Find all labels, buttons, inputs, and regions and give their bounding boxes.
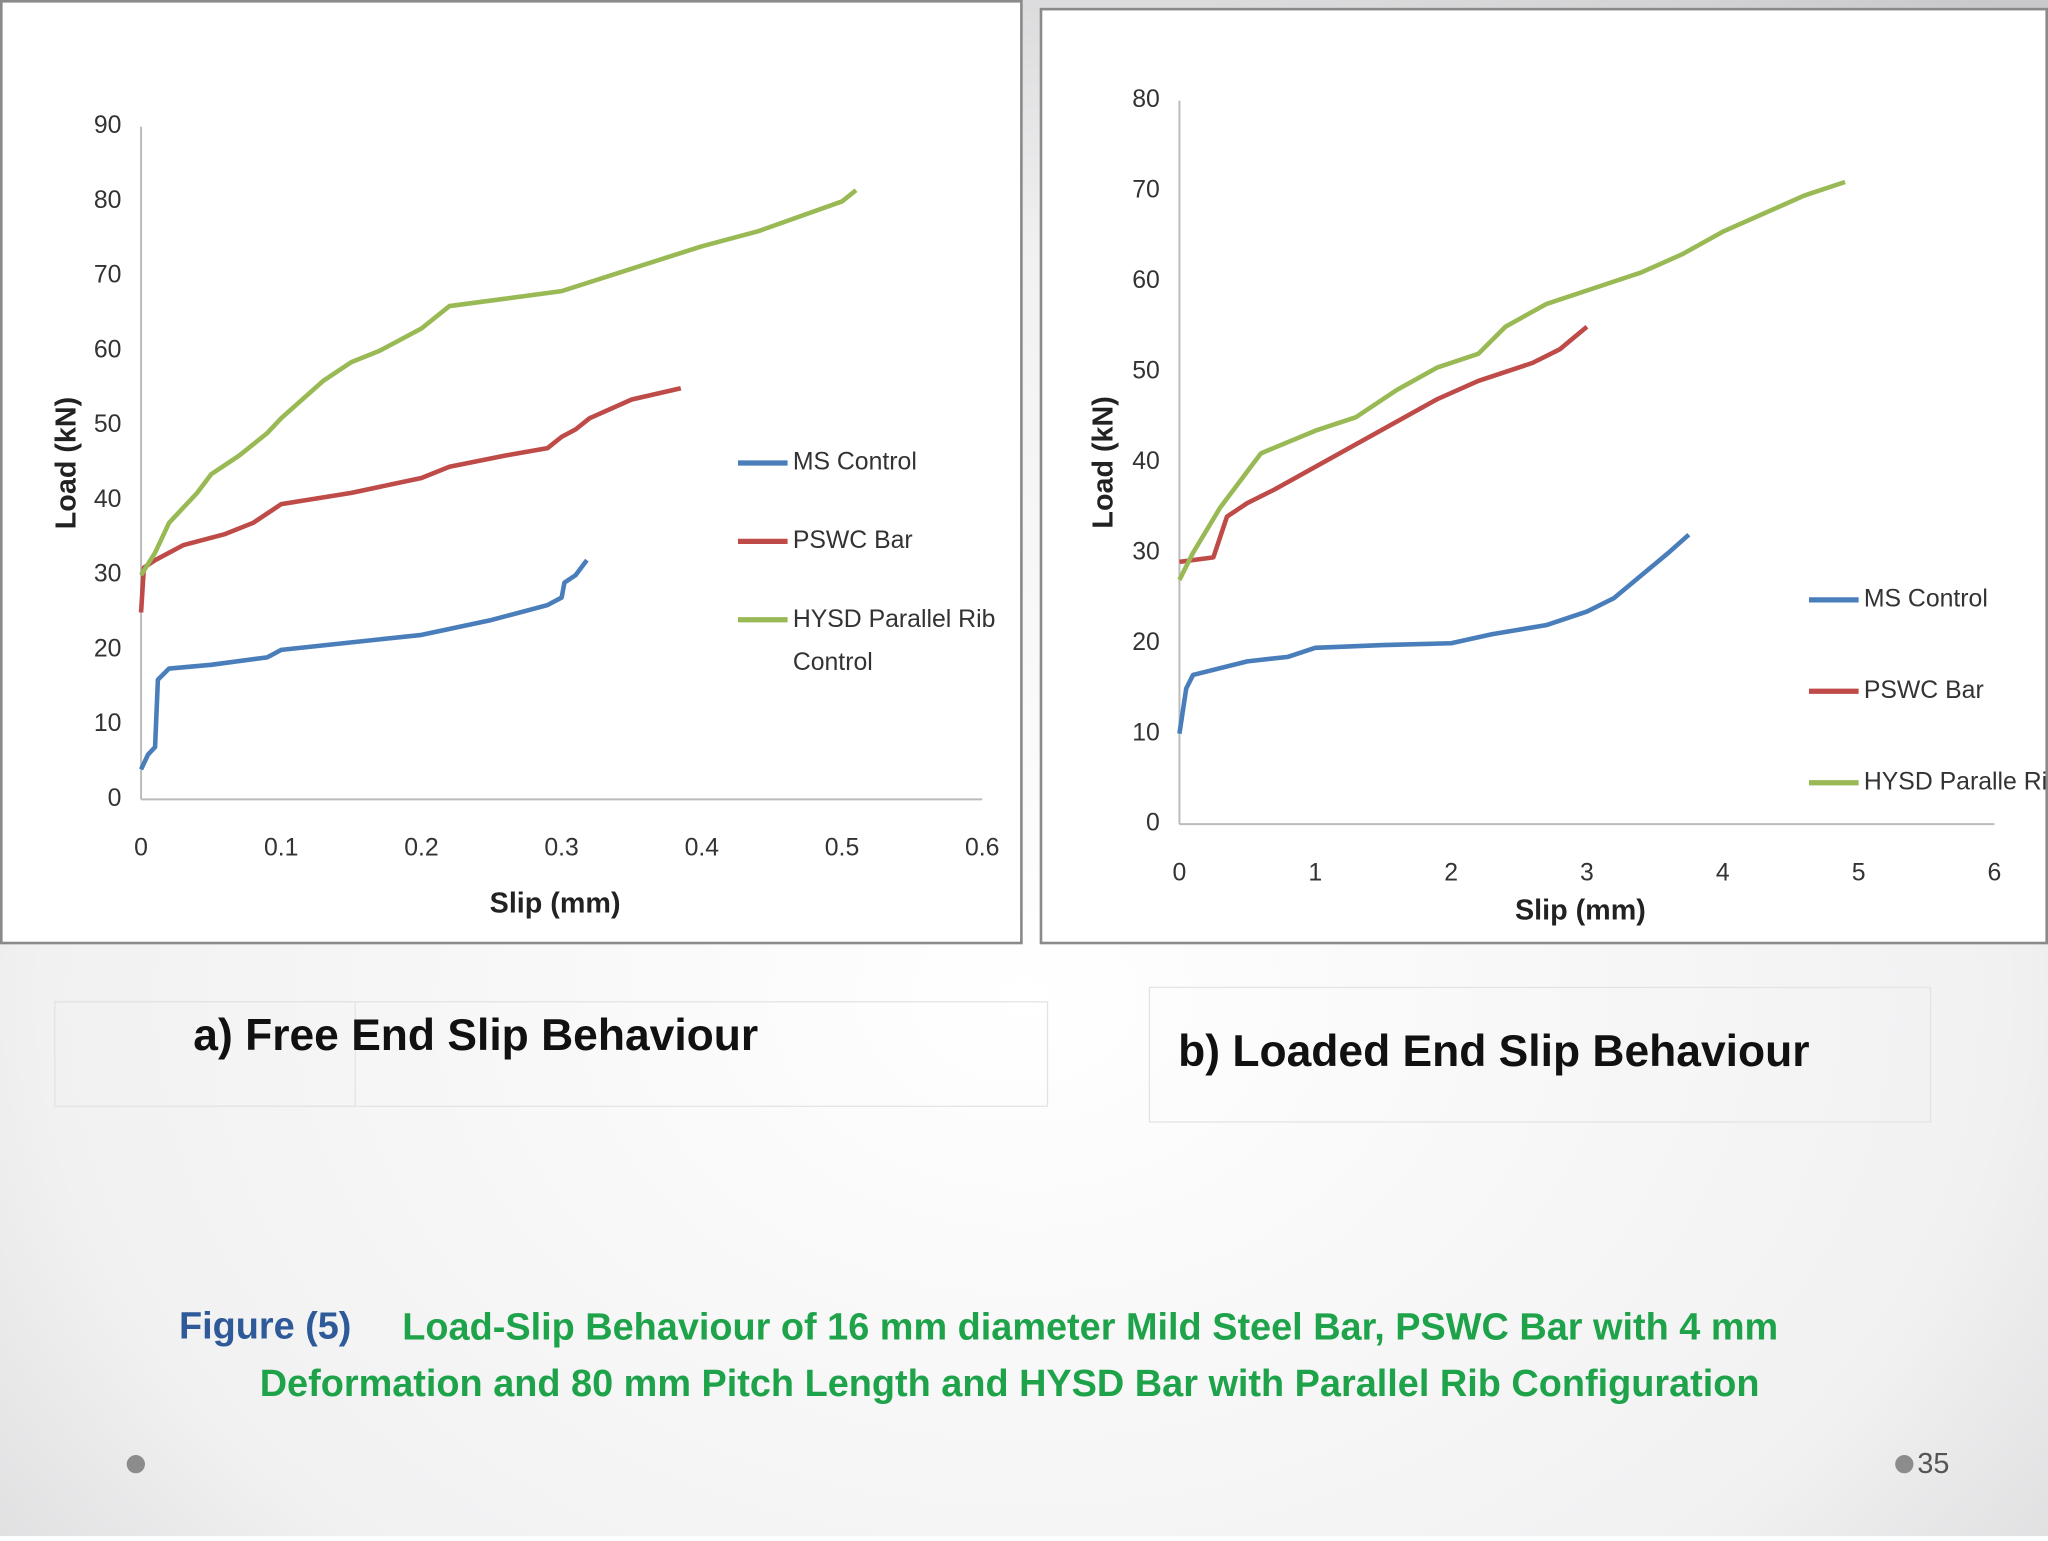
series-line <box>138 386 682 613</box>
series-line <box>1177 179 1846 581</box>
legend-label: MS Control <box>1864 585 1988 612</box>
x-tick-label: 0 <box>134 835 148 862</box>
x-tick-label: 0 <box>1173 859 1187 886</box>
y-tick-label: 80 <box>94 187 122 214</box>
y-tick-label: 60 <box>1132 267 1160 294</box>
caption-box <box>1148 986 1932 1123</box>
y-axis-label: Load (kN) <box>51 397 83 529</box>
x-tick-label: 3 <box>1580 859 1594 886</box>
y-tick-label: 20 <box>94 635 122 662</box>
bullet <box>1895 1455 1914 1474</box>
x-tick-label: 4 <box>1716 859 1730 886</box>
x-tick-label: 1 <box>1308 859 1322 886</box>
y-tick-label: 70 <box>94 262 122 289</box>
y-tick-label: 60 <box>94 336 122 363</box>
series-line <box>1179 324 1589 565</box>
x-axis-label: Slip (mm) <box>490 888 621 920</box>
y-tick-label: 30 <box>1132 538 1160 565</box>
y-tick-label: 50 <box>94 411 122 438</box>
chart-frame <box>1039 7 2048 945</box>
series-line <box>139 188 858 577</box>
y-tick-label: 10 <box>1132 719 1160 746</box>
series-line <box>1177 533 1691 735</box>
figure-label: Figure (5) <box>179 1305 351 1347</box>
y-tick-label: 0 <box>108 785 122 812</box>
figure-caption: Deformation and 80 mm Pitch Length and H… <box>260 1363 1760 1405</box>
legend-label: HYSD Parallel Rib Control <box>793 605 996 675</box>
x-tick-label: 0.6 <box>965 835 999 862</box>
x-tick-label: 0.1 <box>264 835 298 862</box>
x-tick-label: 5 <box>1852 859 1866 886</box>
bullet <box>126 1455 145 1474</box>
y-axis-label: Load (kN) <box>1088 396 1120 528</box>
x-tick-label: 2 <box>1444 859 1458 886</box>
x-axis-label: Slip (mm) <box>1515 894 1646 926</box>
x-tick-label: 0.3 <box>544 835 578 862</box>
y-tick-label: 50 <box>1132 357 1160 384</box>
legend-label: PSWC Bar <box>793 527 913 554</box>
figure-caption: Load-Slip Behaviour of 16 mm diameter Mi… <box>402 1307 1778 1349</box>
y-tick-label: 0 <box>1146 810 1160 837</box>
legend-label: HYSD Paralle Ribs <box>1864 768 2048 795</box>
y-tick-label: 20 <box>1132 629 1160 656</box>
y-tick-label: 70 <box>1132 177 1160 204</box>
x-tick-label: 6 <box>1988 859 2002 886</box>
chart-frame <box>0 0 1023 945</box>
y-tick-label: 30 <box>94 561 122 588</box>
x-tick-label: 0.2 <box>404 835 438 862</box>
caption: b) Loaded End Slip Behaviour <box>1178 1027 1809 1076</box>
y-tick-label: 40 <box>1132 448 1160 475</box>
legend-label: PSWC Bar <box>1864 677 1984 704</box>
y-tick-label: 40 <box>94 486 122 513</box>
y-tick-label: 90 <box>94 112 122 139</box>
series-line <box>138 558 589 771</box>
x-tick-label: 0.5 <box>825 835 859 862</box>
y-tick-label: 10 <box>94 710 122 737</box>
page-number: 35 <box>1917 1448 1949 1480</box>
caption: a) Free End Slip Behaviour <box>193 1011 758 1060</box>
x-tick-label: 0.4 <box>685 835 720 862</box>
y-tick-label: 80 <box>1132 86 1160 113</box>
legend-label: MS Control <box>793 449 917 476</box>
caption-box <box>54 1001 1049 1107</box>
